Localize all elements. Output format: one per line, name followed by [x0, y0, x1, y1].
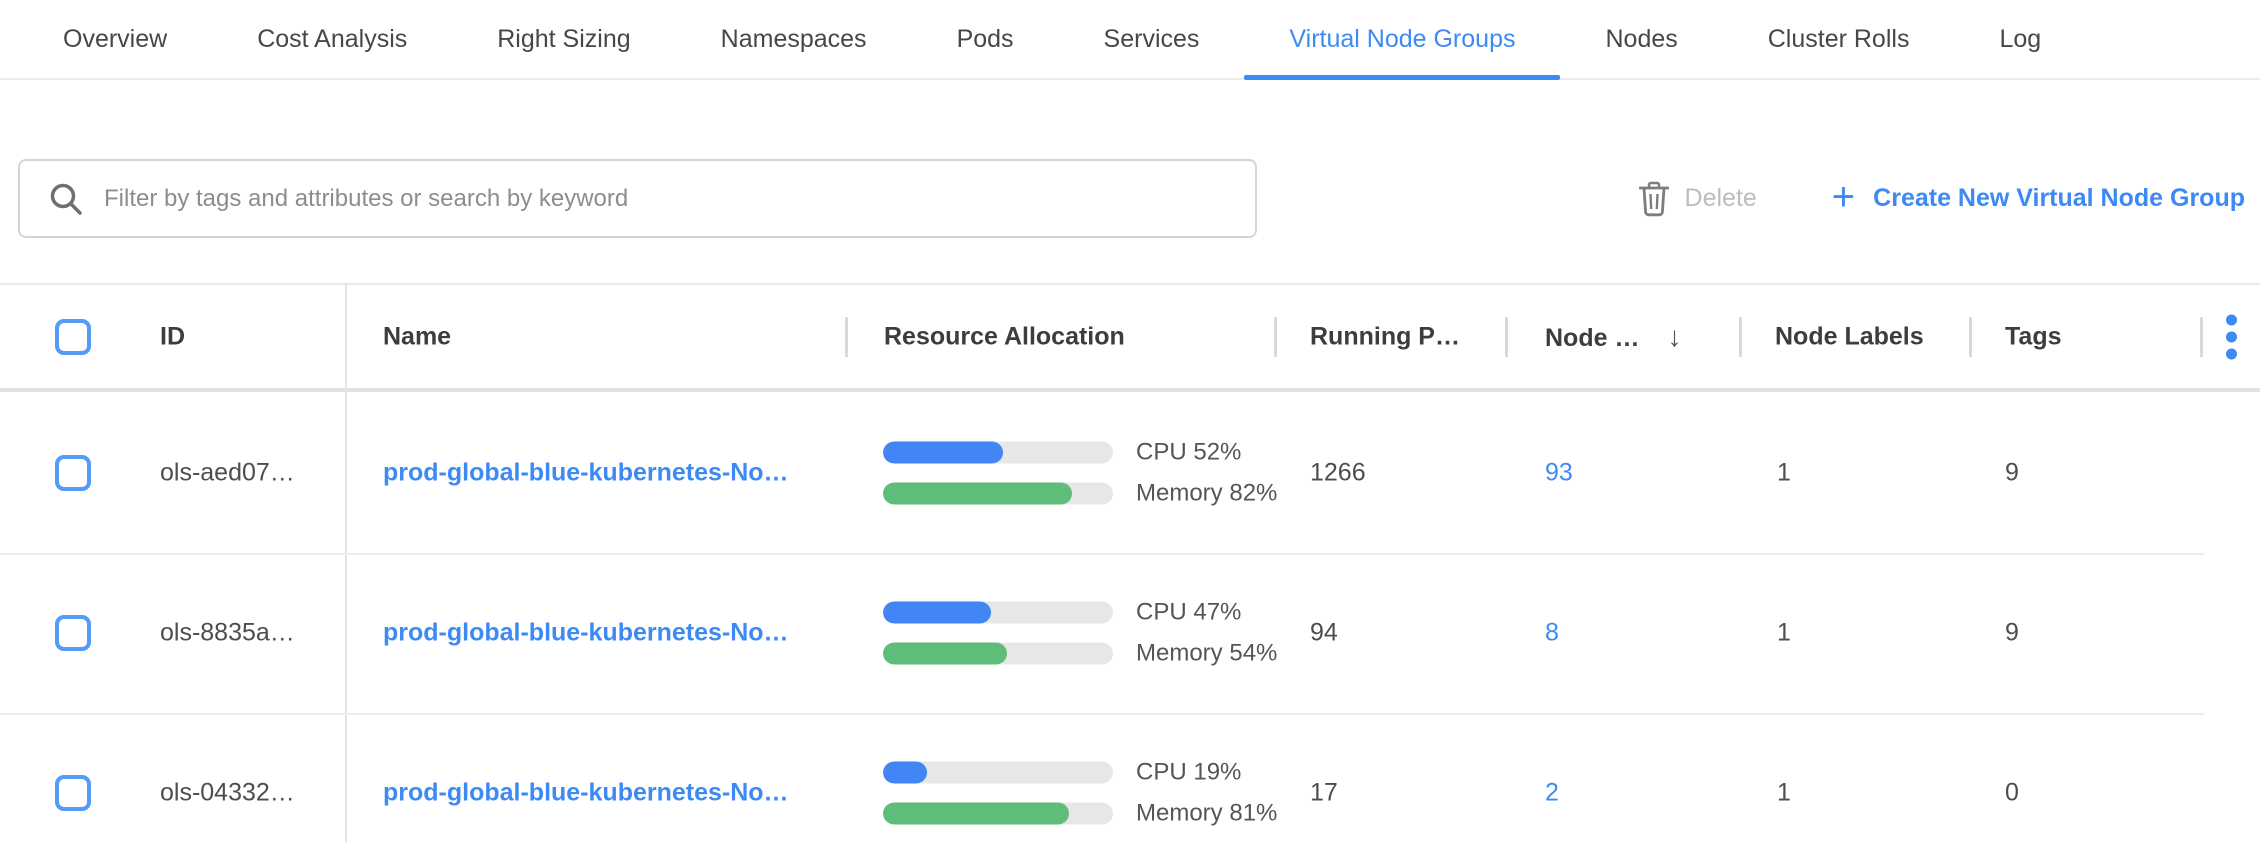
table-row: ols-aed07… prod-global-blue-kubernetes-N…: [0, 393, 2260, 553]
cpu-bar: [883, 761, 1113, 784]
column-header-name[interactable]: Name: [383, 322, 452, 350]
node-labels-value: 1: [1777, 618, 1791, 647]
column-header-nodes[interactable]: Node … ↓: [1545, 321, 1681, 353]
tab-cluster-rolls[interactable]: Cluster Rolls: [1767, 24, 1910, 53]
cpu-label: CPU 19%: [1136, 758, 1242, 786]
memory-label: Memory 54%: [1136, 639, 1278, 667]
row-divider: [0, 553, 2204, 555]
node-count-link[interactable]: 8: [1545, 618, 1559, 647]
table-row: ols-04332… prod-global-blue-kubernetes-N…: [0, 713, 2260, 842]
running-pods-value: 17: [1310, 778, 1338, 807]
node-count-link[interactable]: 93: [1545, 458, 1573, 487]
tags-value: 0: [2005, 778, 2019, 807]
select-all-checkbox[interactable]: [55, 318, 91, 355]
vng-id: ols-04332…: [160, 778, 295, 807]
column-divider: [1274, 316, 1277, 357]
delete-button[interactable]: Delete: [1638, 181, 1757, 217]
tab-namespaces[interactable]: Namespaces: [720, 24, 867, 53]
column-header-nodes-label: Node …: [1545, 323, 1640, 352]
tab-nodes[interactable]: Nodes: [1605, 24, 1678, 53]
node-labels-value: 1: [1777, 778, 1791, 807]
row-checkbox[interactable]: [55, 455, 91, 491]
vng-name-link[interactable]: prod-global-blue-kubernetes-No…: [383, 618, 789, 647]
column-divider: [845, 316, 848, 357]
row-checkbox[interactable]: [55, 615, 91, 651]
column-header-id[interactable]: ID: [160, 322, 185, 350]
column-divider: [2200, 316, 2203, 357]
resource-allocation-labels: CPU 52% Memory 82%: [1136, 438, 1278, 507]
search-input[interactable]: [102, 183, 1255, 214]
toolbar: Delete + Create New Virtual Node Group: [0, 159, 2260, 239]
cpu-bar: [883, 601, 1113, 624]
id-column-divider: [345, 283, 347, 842]
memory-label: Memory 82%: [1136, 479, 1278, 507]
vng-name-link[interactable]: prod-global-blue-kubernetes-No…: [383, 778, 789, 807]
create-new-virtual-node-group-button[interactable]: + Create New Virtual Node Group: [1832, 177, 2245, 217]
resource-allocation-labels: CPU 19% Memory 81%: [1136, 758, 1278, 827]
vng-id: ols-8835a…: [160, 618, 295, 647]
column-header-tags[interactable]: Tags: [2005, 322, 2062, 350]
tab-pods[interactable]: Pods: [956, 24, 1014, 53]
cpu-label: CPU 52%: [1136, 438, 1242, 466]
search-icon: [50, 183, 82, 215]
plus-icon: +: [1831, 174, 1856, 219]
memory-label: Memory 81%: [1136, 799, 1278, 827]
running-pods-value: 94: [1310, 618, 1338, 647]
table-row: ols-8835a… prod-global-blue-kubernetes-N…: [0, 553, 2260, 713]
column-header-running-pods[interactable]: Running P…: [1310, 322, 1460, 350]
vng-name-link[interactable]: prod-global-blue-kubernetes-No…: [383, 458, 789, 487]
column-divider: [1739, 316, 1742, 357]
resource-allocation-labels: CPU 47% Memory 54%: [1136, 598, 1278, 667]
resource-allocation-bars: [883, 601, 1113, 665]
memory-bar: [883, 482, 1113, 505]
memory-bar: [883, 802, 1113, 825]
tab-log[interactable]: Log: [1999, 24, 2042, 53]
row-checkbox[interactable]: [55, 775, 91, 811]
column-options-menu-icon[interactable]: [2222, 310, 2241, 363]
column-header-node-labels[interactable]: Node Labels: [1775, 322, 1924, 350]
filter-search-box[interactable]: [18, 159, 1257, 238]
resource-allocation-bars: [883, 761, 1113, 825]
row-divider: [0, 713, 2204, 715]
tab-virtual-node-groups[interactable]: Virtual Node Groups: [1244, 0, 1561, 80]
tab-right-sizing[interactable]: Right Sizing: [497, 24, 631, 53]
memory-bar: [883, 642, 1113, 665]
tags-value: 9: [2005, 458, 2019, 487]
running-pods-value: 1266: [1310, 458, 1366, 487]
sort-descending-icon[interactable]: ↓: [1667, 320, 1682, 352]
cpu-label: CPU 47%: [1136, 598, 1242, 626]
column-divider: [1969, 316, 1972, 357]
trash-icon: [1638, 181, 1669, 216]
toolbar-actions: Delete + Create New Virtual Node Group: [1638, 159, 2245, 238]
node-labels-value: 1: [1777, 458, 1791, 487]
tab-cost-analysis[interactable]: Cost Analysis: [257, 24, 408, 53]
create-button-label: Create New Virtual Node Group: [1873, 184, 2245, 212]
node-count-link[interactable]: 2: [1545, 778, 1559, 807]
column-divider: [1505, 316, 1508, 357]
tags-value: 9: [2005, 618, 2019, 647]
table-header: ID Name Resource Allocation Running P… N…: [0, 283, 2260, 392]
cpu-bar: [883, 441, 1113, 464]
tab-services[interactable]: Services: [1103, 24, 1200, 53]
column-header-resource-allocation[interactable]: Resource Allocation: [884, 322, 1125, 350]
delete-button-label: Delete: [1684, 184, 1757, 212]
resource-allocation-bars: [883, 441, 1113, 505]
tab-overview[interactable]: Overview: [63, 24, 168, 53]
tab-bar: Overview Cost Analysis Right Sizing Name…: [0, 0, 2260, 80]
vng-id: ols-aed07…: [160, 458, 295, 487]
